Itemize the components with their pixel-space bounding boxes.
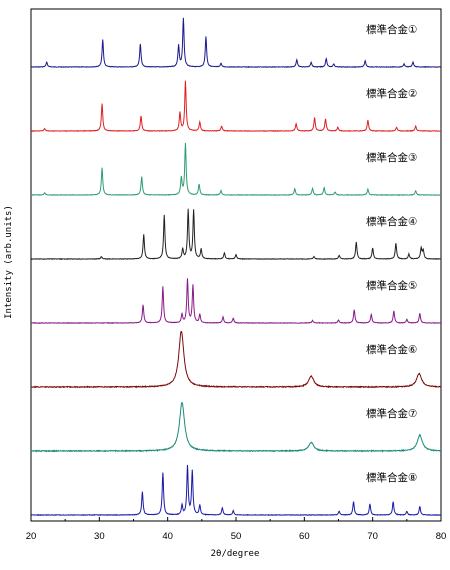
series-label: 標準合金⑤ [366, 279, 417, 292]
y-axis-title: Intensity (arb.units) [4, 205, 14, 319]
x-axis-ticks: 20 30 40 50 60 70 80 [26, 517, 447, 542]
x-tick-label: 60 [299, 531, 310, 542]
series-8: 標準合金⑧ [30, 464, 442, 517]
x-tick-label: 30 [94, 531, 105, 542]
series-line [30, 464, 442, 517]
series-2: 標準合金② [30, 80, 442, 133]
series-1: 標準合金① [30, 17, 442, 68]
series-label: 標準合金③ [366, 151, 417, 164]
x-tick-label: 80 [436, 531, 447, 542]
x-axis-title: 2θ/degree [211, 549, 260, 559]
series-7: 標準合金⑦ [30, 401, 442, 453]
series-6: 標準合金⑥ [30, 330, 442, 389]
series-label: 標準合金① [366, 23, 417, 36]
series-4: 標準合金④ [30, 208, 442, 260]
series-line [30, 330, 442, 389]
x-tick-label: 20 [26, 531, 37, 542]
series-label: 標準合金⑥ [366, 343, 417, 356]
x-tick-label: 40 [162, 531, 173, 542]
series-line [30, 401, 442, 453]
series-group: 標準合金① 標準合金② 標準合金③ 標準合金④ 標準合金⑤ 標準合金⑥ 標準合金⑦ 標準合金⑧ [30, 17, 442, 517]
series-line [30, 208, 442, 260]
series-label: 標準合金② [366, 87, 417, 100]
x-tick-label: 70 [367, 531, 378, 542]
series-line [30, 142, 442, 197]
series-5: 標準合金⑤ [30, 278, 442, 325]
series-label: 標準合金⑧ [366, 471, 417, 484]
series-label: 標準合金⑦ [366, 407, 417, 420]
series-line [30, 80, 442, 133]
series-line [30, 278, 442, 325]
series-3: 標準合金③ [30, 142, 442, 197]
plot-frame [30, 8, 442, 522]
series-line [30, 17, 442, 68]
x-tick-label: 50 [231, 531, 242, 542]
series-label: 標準合金④ [366, 215, 417, 228]
